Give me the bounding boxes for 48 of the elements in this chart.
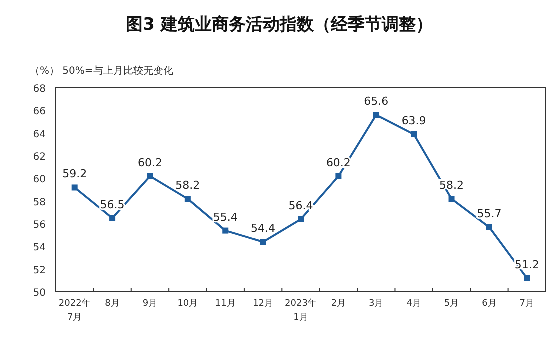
x-tick-label: 2023年 1月	[285, 298, 317, 323]
point	[524, 275, 530, 282]
y-tick-label: 60	[33, 174, 46, 186]
x-tick-label: 6月	[482, 299, 497, 309]
point	[448, 196, 455, 202]
point	[184, 196, 191, 202]
data-label: 59.2	[62, 168, 88, 181]
x-tick-label: 2022年 7月	[58, 298, 91, 323]
point	[260, 239, 266, 246]
x-tick-label: 10月	[178, 299, 198, 309]
x-tick-label: 3月	[369, 299, 384, 309]
x-tick-label: 5月	[444, 299, 460, 309]
point	[373, 112, 380, 118]
y-tick-label: 56	[33, 220, 46, 231]
y-tick-label: 64	[33, 129, 46, 140]
x-tick-label: 2月	[331, 299, 346, 309]
y-tick-label: 66	[33, 106, 46, 118]
data-label: 54.4	[251, 222, 276, 236]
data-label: 58.2	[176, 179, 200, 192]
point	[147, 173, 154, 180]
x-tick-label: 9月	[142, 299, 158, 309]
point	[72, 184, 78, 191]
x-tick-label: 8月	[105, 299, 120, 309]
y-tick-label: 50	[33, 288, 46, 299]
point	[486, 224, 492, 230]
data-label: 60.2	[138, 156, 162, 170]
point	[110, 215, 116, 222]
data-label: 65.6	[364, 95, 389, 108]
y-tick-label: 58	[33, 197, 46, 208]
x-tick-label: 12月	[253, 299, 274, 309]
y-tick-label: 62	[33, 152, 46, 163]
x-tick-label: 7月	[520, 299, 535, 309]
y-tick-label: 68	[33, 84, 46, 95]
chart-title: 图3 建筑业商务活动指数（经季节调整）	[126, 15, 433, 35]
data-label: 55.7	[477, 207, 502, 220]
data-label: 56.5	[100, 198, 125, 212]
x-tick-label: 11月	[215, 299, 236, 309]
point	[298, 216, 304, 222]
x-tick-label: 4月	[406, 299, 422, 309]
point	[411, 131, 418, 138]
y-tick-label: 54	[33, 242, 46, 254]
data-label: 55.4	[213, 210, 238, 224]
text: （%） 50%=与上月比较无变化	[30, 65, 174, 77]
point	[222, 228, 229, 234]
data-label: 56.4	[288, 199, 314, 212]
data-label: 63.9	[402, 114, 426, 128]
point	[336, 173, 342, 180]
y-tick-label: 52	[33, 265, 46, 276]
